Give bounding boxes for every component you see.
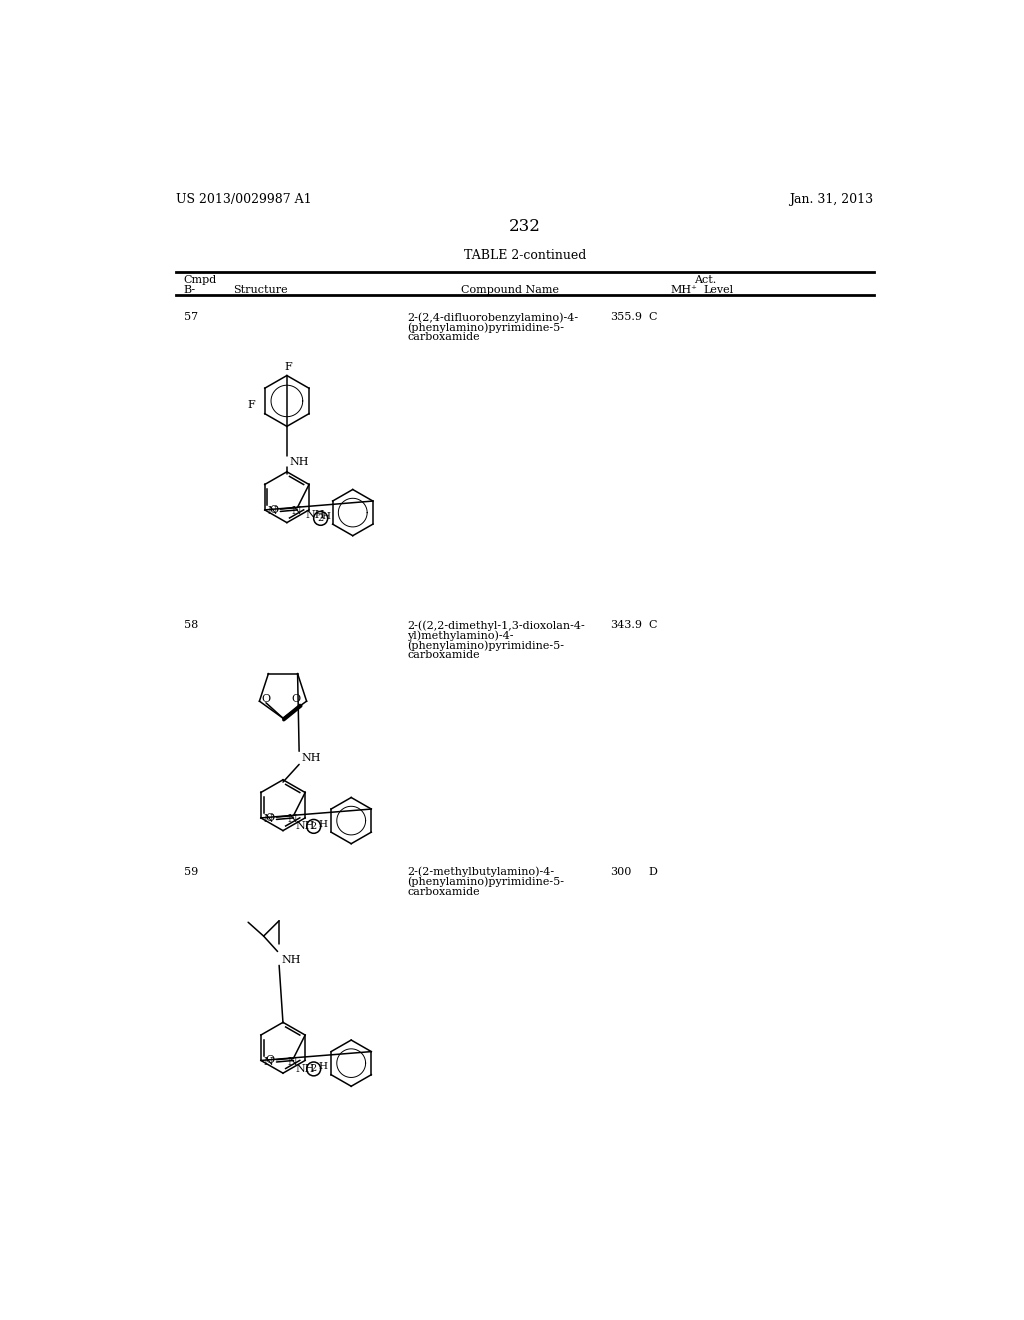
Text: 57: 57: [183, 313, 198, 322]
Text: N: N: [288, 1057, 297, 1067]
Text: O: O: [269, 506, 279, 515]
Text: carboxamide: carboxamide: [407, 887, 479, 896]
Text: F: F: [248, 400, 255, 409]
Text: N: N: [267, 507, 276, 516]
Text: MH⁺: MH⁺: [671, 285, 697, 296]
Text: NH: NH: [296, 821, 315, 832]
Text: (phenylamino)pyrimidine-5-: (phenylamino)pyrimidine-5-: [407, 876, 564, 887]
Text: O: O: [265, 1056, 274, 1065]
Text: N: N: [288, 814, 297, 825]
Text: B-: B-: [183, 285, 196, 296]
Text: Structure: Structure: [232, 285, 288, 296]
Text: 343.9: 343.9: [610, 620, 642, 631]
Text: D: D: [649, 867, 657, 876]
Text: (phenylamino)pyrimidine-5-: (phenylamino)pyrimidine-5-: [407, 640, 564, 651]
Text: F: F: [285, 362, 292, 372]
Text: C: C: [649, 620, 657, 631]
Text: (phenylamino)pyrimidine-5-: (phenylamino)pyrimidine-5-: [407, 322, 564, 333]
Text: Jan. 31, 2013: Jan. 31, 2013: [790, 193, 873, 206]
Text: NH: NH: [301, 752, 321, 763]
Text: 355.9: 355.9: [610, 313, 642, 322]
Text: O: O: [291, 694, 300, 704]
Text: 2: 2: [317, 513, 324, 523]
Text: NH: NH: [289, 457, 308, 467]
Text: NH: NH: [305, 511, 325, 520]
Text: NH: NH: [282, 956, 301, 965]
Text: 2-(2-methylbutylamino)-4-: 2-(2-methylbutylamino)-4-: [407, 867, 554, 878]
Text: N: N: [263, 1057, 273, 1067]
Text: 58: 58: [183, 620, 198, 631]
Text: H: H: [318, 820, 328, 829]
Text: C: C: [649, 313, 657, 322]
Text: Cmpd: Cmpd: [183, 276, 217, 285]
Text: 59: 59: [183, 867, 198, 876]
Text: carboxamide: carboxamide: [407, 333, 479, 342]
Text: yl)methylamino)-4-: yl)methylamino)-4-: [407, 631, 513, 642]
Text: US 2013/0029987 A1: US 2013/0029987 A1: [176, 193, 311, 206]
Text: O: O: [262, 694, 271, 704]
Text: carboxamide: carboxamide: [407, 651, 479, 660]
Text: 2-(2,4-difluorobenzylamino)-4-: 2-(2,4-difluorobenzylamino)-4-: [407, 313, 579, 323]
Text: O: O: [265, 813, 274, 822]
Text: Act.: Act.: [693, 276, 716, 285]
Text: NH: NH: [296, 1064, 315, 1074]
Text: Compound Name: Compound Name: [461, 285, 559, 296]
Text: N: N: [263, 814, 273, 825]
Text: 300: 300: [610, 867, 632, 876]
Text: 2: 2: [310, 1064, 316, 1073]
Text: H: H: [322, 512, 330, 520]
Text: TABLE 2-continued: TABLE 2-continued: [464, 249, 586, 263]
Text: 2: 2: [310, 822, 316, 830]
Text: 2-((2,2-dimethyl-1,3-dioxolan-4-: 2-((2,2-dimethyl-1,3-dioxolan-4-: [407, 620, 585, 631]
Text: H: H: [318, 1063, 328, 1072]
Text: 232: 232: [509, 218, 541, 235]
Text: Level: Level: [703, 285, 733, 296]
Text: N: N: [292, 507, 301, 516]
